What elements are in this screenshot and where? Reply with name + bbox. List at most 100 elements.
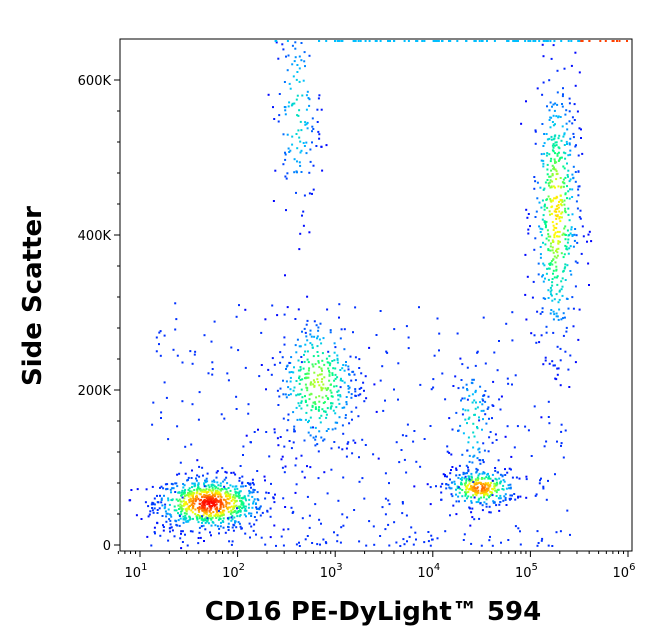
event-dot [505, 504, 508, 506]
event-dot [397, 362, 400, 365]
event-dot [472, 494, 475, 497]
event-dot [541, 228, 544, 231]
event-dot [261, 511, 264, 514]
event-dot [165, 396, 168, 399]
event-dot [465, 486, 468, 489]
event-dot [368, 346, 371, 349]
event-dot [342, 476, 345, 479]
x-tick-base: 10 [320, 566, 337, 581]
event-dot [184, 518, 187, 521]
event-dot [281, 43, 284, 46]
event-dot [474, 389, 477, 392]
event-dot [299, 151, 302, 154]
event-dot [551, 360, 554, 363]
event-dot [302, 79, 305, 82]
event-dot [273, 524, 276, 527]
event-dot [431, 538, 434, 541]
x-tick-exponent: 2 [239, 562, 245, 573]
event-dot [198, 492, 201, 495]
event-dot [468, 394, 471, 397]
event-dot [563, 132, 566, 135]
event-dot [479, 462, 482, 465]
event-dot [563, 253, 566, 256]
event-dot [330, 395, 333, 398]
event-dot [401, 512, 404, 515]
event-dot [555, 293, 558, 296]
x-tick-label: 105 [515, 562, 538, 581]
event-dot [175, 509, 178, 512]
event-dot [449, 472, 452, 475]
event-dot [342, 364, 345, 366]
event-dot [208, 496, 211, 499]
event-dot [547, 400, 550, 403]
event-dot [301, 470, 304, 473]
event-dot [335, 406, 338, 409]
event-dot [559, 177, 562, 179]
event-dot [313, 320, 316, 323]
event-dot [560, 204, 563, 207]
event-dot [319, 373, 321, 376]
event-dot [334, 367, 337, 370]
event-dot [542, 55, 545, 58]
event-dot [482, 482, 485, 485]
event-dot [318, 384, 321, 387]
event-dot [312, 188, 315, 191]
event-dot [205, 513, 208, 516]
event-dot [556, 235, 559, 238]
event-dot [306, 319, 309, 322]
event-dot [306, 389, 309, 392]
event-dot [278, 395, 281, 398]
event-dot [432, 378, 435, 381]
event-dot [444, 530, 447, 533]
event-dot [481, 504, 484, 507]
event-dot [554, 161, 556, 164]
event-dot [534, 142, 537, 145]
event-dot [323, 363, 326, 366]
event-dot [464, 491, 466, 494]
event-dot [176, 473, 179, 476]
event-dot [540, 159, 543, 162]
event-dot [206, 499, 209, 501]
event-dot [209, 505, 212, 508]
event-dot [468, 416, 471, 419]
event-dot [290, 104, 293, 107]
event-dot [429, 544, 432, 547]
event-dot [211, 368, 214, 370]
event-dot [465, 383, 468, 386]
event-dot [298, 55, 301, 58]
event-dot [481, 428, 483, 431]
event-dot [191, 469, 193, 472]
event-dot [222, 513, 225, 516]
event-dot [571, 116, 574, 119]
event-dot [562, 151, 565, 154]
event-dot [238, 304, 240, 307]
event-dot [225, 488, 228, 491]
event-dot [493, 40, 496, 42]
event-dot [241, 475, 244, 478]
event-dot [525, 478, 528, 481]
event-dot [273, 363, 276, 366]
event-dot [526, 216, 529, 219]
event-dot [291, 512, 294, 514]
event-dot [546, 152, 549, 155]
event-dot [489, 494, 492, 497]
event-dot [321, 352, 324, 355]
event-dot [226, 501, 229, 504]
event-dot [294, 318, 297, 320]
event-dot [184, 445, 187, 448]
event-dot [207, 514, 210, 517]
event-dot [354, 40, 357, 42]
event-dot [488, 496, 490, 499]
event-dot [451, 466, 454, 468]
event-dot [304, 538, 307, 541]
event-dot [174, 302, 177, 305]
event-dot [218, 532, 220, 535]
event-dot [405, 434, 408, 437]
event-dot [257, 499, 260, 502]
event-dot [211, 492, 214, 495]
event-dot [533, 334, 536, 337]
event-dot [513, 446, 516, 449]
event-dot [546, 105, 548, 108]
event-dot [170, 515, 173, 518]
event-dot [253, 498, 256, 501]
